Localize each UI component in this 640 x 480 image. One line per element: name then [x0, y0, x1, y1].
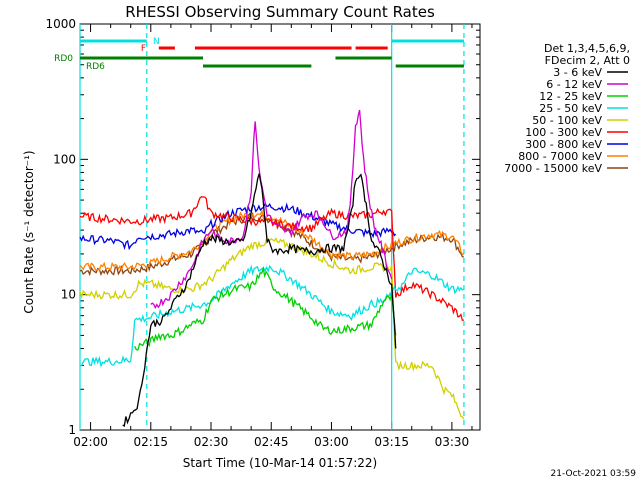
x-tick-label: 02:00: [73, 435, 108, 449]
series-line-800-7000-kev-kev: [79, 209, 465, 272]
y-tick-label: 100: [53, 152, 76, 166]
legend-entry-label: 800 - 7000 keV: [518, 150, 602, 163]
series-line-50-100-kev-kev: [79, 236, 465, 420]
y-tick-label: 1000: [45, 17, 76, 31]
legend-entry-label: 50 - 100 keV: [532, 114, 602, 127]
legend-entry-label: 7000 - 15000 keV: [504, 162, 602, 175]
legend-entry-label: 300 - 800 keV: [525, 138, 602, 151]
x-tick-label: 02:30: [194, 435, 229, 449]
legend-entry-label: 100 - 300 keV: [525, 126, 602, 139]
flag-label-rd6: RD6: [86, 62, 105, 72]
y-axis-label: Count Rate (s⁻¹ detector⁻¹): [22, 150, 36, 313]
series-line-3-6-kev-kev: [122, 173, 397, 428]
series-line-12-25-kev-kev: [134, 266, 397, 351]
legend-entry-label: 3 - 6 keV: [553, 66, 602, 79]
flag-label-f: F: [141, 44, 146, 54]
series-line-100-300-kev-kev: [79, 196, 465, 322]
x-tick-label: 03:30: [435, 435, 470, 449]
legend-header-line: Det 1,3,4,5,6,9,: [544, 42, 630, 55]
legend-header-line: FDecim 2, Att 0: [545, 54, 630, 67]
x-axis-label: Start Time (10-Mar-14 01:57:22): [183, 456, 377, 470]
y-tick-label: 10: [61, 288, 76, 302]
x-tick-label: 03:00: [314, 435, 349, 449]
x-tick-label: 02:15: [133, 435, 168, 449]
x-tick-label: 02:45: [254, 435, 289, 449]
legend-entry-label: 25 - 50 keV: [539, 102, 602, 115]
series-line-300-800-kev-kev: [79, 201, 397, 251]
y-tick-label: 1: [68, 423, 76, 437]
legend: Det 1,3,4,5,6,9,FDecim 2, Att 03 - 6 keV…: [504, 42, 630, 175]
legend-entry-label: 12 - 25 keV: [539, 90, 602, 103]
flag-label-n: N: [153, 37, 160, 47]
chart-title: RHESSI Observing Summary Count Rates: [125, 3, 435, 21]
series-line-6-12-kev-kev: [150, 109, 393, 310]
series-line-25-50-kev-kev: [79, 264, 465, 368]
plot-area: 1 10 100 1000 02:00 02:15 02:30 02:45 03:00 03:15…: [45, 17, 481, 449]
flag-label-rd0: RD0: [54, 54, 73, 64]
legend-entry-label: 6 - 12 keV: [546, 78, 602, 91]
x-tick-label: 03:15: [374, 435, 409, 449]
footer-date: 21-Oct-2021 03:59: [551, 469, 637, 479]
